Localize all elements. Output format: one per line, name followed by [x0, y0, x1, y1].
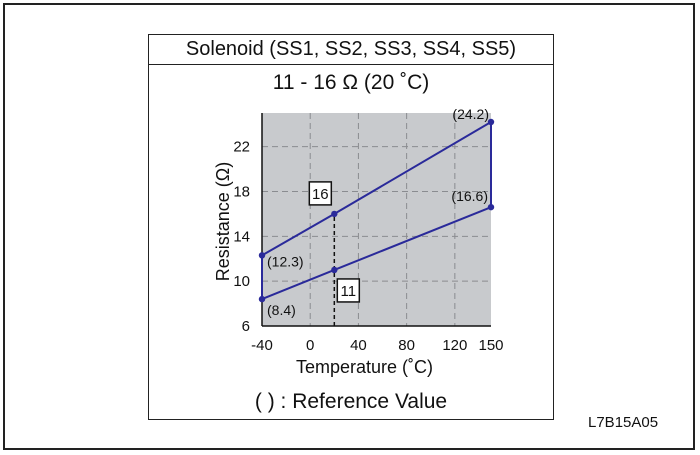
reference-value-note: ( ) : Reference Value: [254, 390, 448, 413]
y-tick-label: 18: [233, 183, 250, 200]
y-tick-label: 10: [233, 273, 250, 290]
data-point: [487, 118, 495, 126]
x-tick-label: 80: [398, 337, 415, 354]
reference-value-label: (8.4): [267, 302, 296, 318]
boxed-label-frame: [336, 278, 361, 303]
data-point: [331, 266, 338, 274]
figure-code: L7B15A05: [588, 414, 659, 431]
data-point: [258, 252, 266, 259]
y-tick-label: 6: [242, 318, 250, 335]
y-tick-label: 14: [233, 228, 250, 245]
data-point: [258, 295, 266, 303]
data-point: [487, 203, 495, 211]
reference-value-label: (12.3): [267, 253, 304, 269]
boxed-label: 16: [312, 186, 329, 203]
reference-value-label: (16.6): [451, 188, 488, 204]
x-tick-label: 0: [306, 337, 314, 354]
y-axis-title: Resistance (Ω): [213, 162, 233, 282]
x-tick-label: 40: [350, 337, 367, 354]
boxed-label: 11: [341, 283, 357, 300]
x-tick-label: 150: [478, 337, 503, 354]
x-tick-label: 120: [442, 337, 467, 354]
data-point: [331, 210, 338, 218]
y-tick-label: 22: [233, 139, 250, 156]
boxed-label-frame: [308, 181, 333, 206]
x-tick-label: -40: [251, 337, 273, 354]
x-axis-title: Temperature (˚C): [296, 357, 433, 377]
resistance-spec: 11 - 16 Ω (20 ˚C): [272, 71, 430, 94]
plot-area: [262, 113, 491, 326]
panel-title: Solenoid (SS1, SS2, SS3, SS4, SS5): [149, 35, 553, 65]
outer-frame: [3, 3, 695, 450]
reference-value-label: (24.2): [452, 106, 489, 122]
